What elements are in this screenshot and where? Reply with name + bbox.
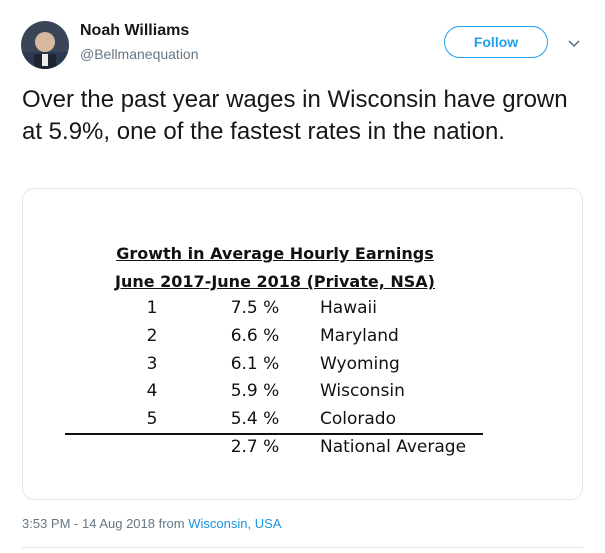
growth-value: 5.9 % bbox=[230, 381, 280, 402]
table-subtitle: June 2017-June 2018 (Private, NSA) bbox=[115, 272, 435, 291]
growth-value: 2.7 % bbox=[230, 437, 280, 457]
rank: 1 bbox=[146, 298, 158, 318]
author-name[interactable]: Noah Williams bbox=[80, 22, 190, 39]
rank: 4 bbox=[146, 381, 158, 402]
state: Wyoming bbox=[320, 353, 400, 374]
growth-value: 6.6 % bbox=[230, 325, 280, 346]
growth-value: 7.5 % bbox=[230, 298, 280, 318]
follow-button[interactable]: Follow bbox=[444, 26, 548, 58]
rank: 5 bbox=[146, 409, 158, 430]
state: National Average bbox=[320, 437, 467, 457]
footer: 3:53 PM - 14 Aug 2018 from Wisconsin, US… bbox=[22, 516, 281, 531]
state: Hawaii bbox=[320, 298, 377, 318]
growth-value: 6.1 % bbox=[230, 353, 280, 374]
rank: 3 bbox=[146, 353, 158, 374]
table-rule bbox=[65, 433, 483, 435]
tweet-text: Over the past year wages in Wisconsin ha… bbox=[22, 86, 568, 145]
divider bbox=[22, 547, 583, 548]
location-link[interactable]: Wisconsin, USA bbox=[188, 516, 282, 531]
growth-value: 5.4 % bbox=[230, 409, 280, 430]
image-card[interactable] bbox=[22, 188, 583, 500]
rank: 2 bbox=[146, 325, 158, 346]
avatar[interactable] bbox=[20, 20, 70, 70]
menu-chevron[interactable] bbox=[566, 36, 582, 52]
author-handle[interactable]: @Bellmanequation bbox=[80, 46, 199, 62]
state: Maryland bbox=[320, 325, 399, 346]
table-title: Growth in Average Hourly Earnings bbox=[116, 244, 434, 263]
timestamp: 3:53 PM - 14 Aug 2018 from bbox=[22, 516, 185, 531]
state: Wisconsin bbox=[320, 381, 405, 402]
state: Colorado bbox=[320, 409, 396, 430]
